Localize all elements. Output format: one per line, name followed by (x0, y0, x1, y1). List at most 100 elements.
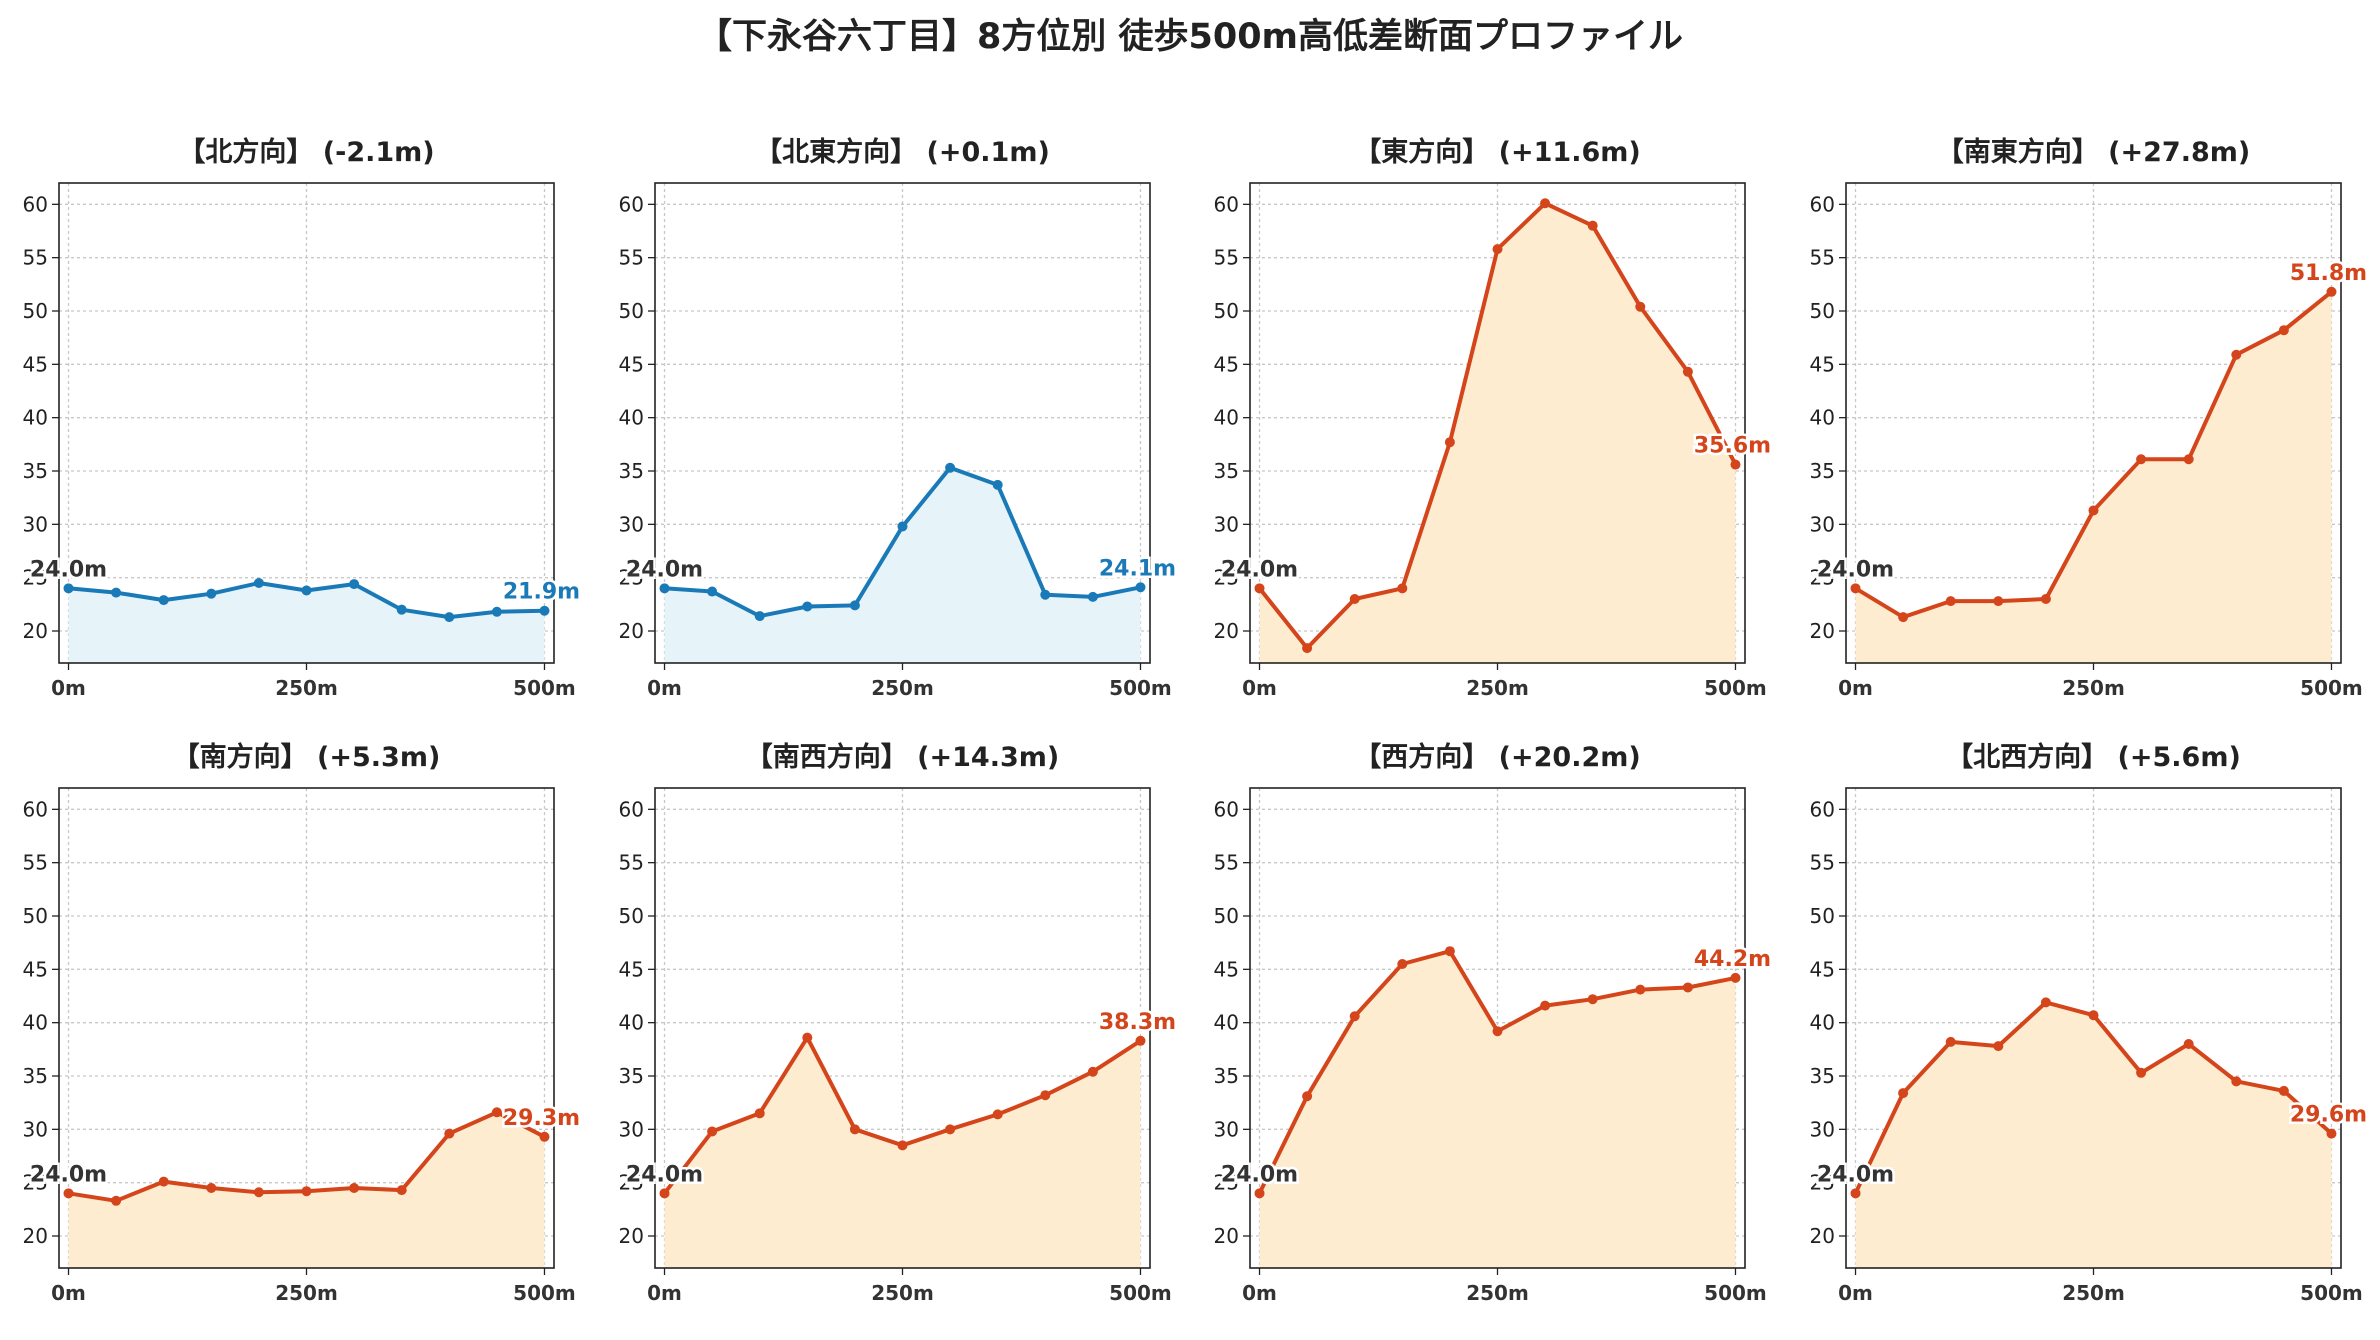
data-point (945, 462, 956, 473)
y-tick-label: 25 (619, 1171, 644, 1195)
panel-1: 【北東方向】 (+0.1m) 20 25 30 35 40 45 50 55 60 0m 250m 50… (619, 136, 1179, 700)
data-point (897, 1140, 908, 1151)
end-value-label: 29.6m (2290, 1103, 2367, 1128)
data-point (659, 1188, 670, 1199)
y-tick-label: 20 (1810, 1224, 1835, 1248)
area-fill (1259, 203, 1736, 664)
data-point (1587, 994, 1598, 1005)
y-tick-label: 35 (1214, 1064, 1239, 1088)
x-tick-label: 500m (2300, 676, 2363, 700)
y-tick-label: 60 (1810, 797, 1835, 821)
x-tick-label: 250m (1466, 676, 1529, 700)
y-tick-label: 30 (619, 512, 644, 536)
y-tick-label: 50 (23, 299, 48, 323)
y-tick-label: 45 (1810, 352, 1835, 376)
data-point (1254, 1188, 1265, 1199)
data-point (1540, 198, 1551, 209)
data-point (2040, 594, 2051, 604)
data-point (1135, 582, 1146, 593)
data-point (1682, 366, 1693, 377)
data-point (111, 587, 122, 598)
x-tick-label: 250m (275, 676, 338, 700)
data-point (63, 1188, 74, 1199)
data-point (1635, 301, 1646, 312)
y-tick-label: 40 (619, 1011, 644, 1035)
page-title: 【下永谷六丁目】8方位別 徒歩500m高低差断面プロファイル (696, 17, 1684, 57)
data-point (1492, 1026, 1503, 1037)
y-tick-label: 50 (619, 299, 644, 323)
y-tick-label: 40 (1810, 1011, 1835, 1035)
x-tick-label: 0m (647, 1281, 682, 1305)
data-point (1850, 1188, 1861, 1199)
data-point (444, 612, 455, 623)
y-tick-label: 35 (619, 1064, 644, 1088)
data-point (491, 1107, 502, 1118)
data-point (1898, 1088, 1909, 1099)
area-fill (664, 1037, 1141, 1268)
end-value-label: 51.8m (2290, 261, 2367, 286)
y-tick-label: 20 (1810, 619, 1835, 643)
y-tick-label: 60 (619, 192, 644, 216)
x-tick-label: 500m (1109, 1281, 1172, 1305)
data-point (1898, 612, 1909, 623)
data-point (1397, 959, 1408, 969)
data-point (158, 1176, 169, 1187)
panel-title: 【東方向】 (+11.6m) (1354, 136, 1640, 168)
data-point (992, 479, 1003, 490)
x-tick-label: 500m (1704, 676, 1767, 700)
y-tick-label: 60 (23, 192, 48, 216)
x-tick-label: 0m (51, 1281, 86, 1305)
panel-2: 【東方向】 (+11.6m) 20 25 30 35 40 45 50 55 60 0m 250m 50… (1214, 136, 1774, 700)
y-tick-label: 40 (23, 1011, 48, 1035)
x-tick-label: 500m (1109, 676, 1172, 700)
data-point (849, 1124, 860, 1135)
panel-title: 【南西方向】 (+14.3m) (746, 741, 1059, 773)
data-point (802, 1032, 813, 1043)
data-point (707, 586, 718, 597)
data-point (1730, 459, 1741, 470)
y-tick-label: 35 (619, 459, 644, 483)
y-tick-label: 40 (1810, 406, 1835, 430)
start-value-label: 24.0m (30, 557, 107, 582)
axes-frame (58, 182, 555, 664)
y-tick-label: 30 (1810, 1117, 1835, 1141)
start-value-label: 24.0m (30, 1162, 107, 1187)
y-tick-label: 40 (1214, 406, 1239, 430)
data-point (2040, 997, 2051, 1008)
data-point (707, 1126, 718, 1137)
y-tick-label: 30 (23, 512, 48, 536)
axes-frame (1845, 787, 2342, 1269)
panel-4: 【南方向】 (+5.3m) 20 25 30 35 40 45 50 55 60 0m 250m 500… (23, 741, 583, 1305)
data-point (301, 1186, 312, 1197)
start-value-label: 24.0m (1817, 557, 1894, 582)
panel-title: 【南東方向】 (+27.8m) (1937, 136, 2250, 168)
data-point (1349, 594, 1360, 604)
y-tick-label: 55 (1214, 246, 1239, 270)
y-tick-label: 60 (23, 797, 48, 821)
y-tick-label: 20 (1214, 619, 1239, 643)
y-tick-label: 30 (1214, 1117, 1239, 1141)
data-point (1635, 984, 1646, 995)
panel-0: 【北方向】 (-2.1m) 20 25 30 35 40 45 50 55 60 0m 250m 500… (23, 136, 583, 700)
y-tick-label: 50 (619, 904, 644, 928)
data-point (206, 588, 217, 599)
y-tick-label: 55 (619, 851, 644, 875)
x-tick-label: 0m (51, 676, 86, 700)
start-value-label: 24.0m (1221, 557, 1298, 582)
y-tick-label: 50 (23, 904, 48, 928)
axes-frame (1249, 787, 1746, 1269)
x-tick-label: 0m (1838, 676, 1873, 700)
data-point (1040, 589, 1051, 600)
data-point (2136, 1067, 2147, 1078)
x-tick-label: 250m (1466, 1281, 1529, 1305)
data-point (849, 600, 860, 611)
area-fill (68, 1112, 545, 1268)
end-value-label: 21.9m (503, 580, 580, 605)
data-point (206, 1183, 217, 1193)
data-point (1135, 1035, 1146, 1046)
x-tick-label: 0m (1242, 676, 1277, 700)
x-tick-label: 250m (275, 1281, 338, 1305)
end-value-label: 38.3m (1099, 1010, 1176, 1035)
data-point (1040, 1090, 1051, 1101)
y-tick-label: 20 (1214, 1224, 1239, 1248)
